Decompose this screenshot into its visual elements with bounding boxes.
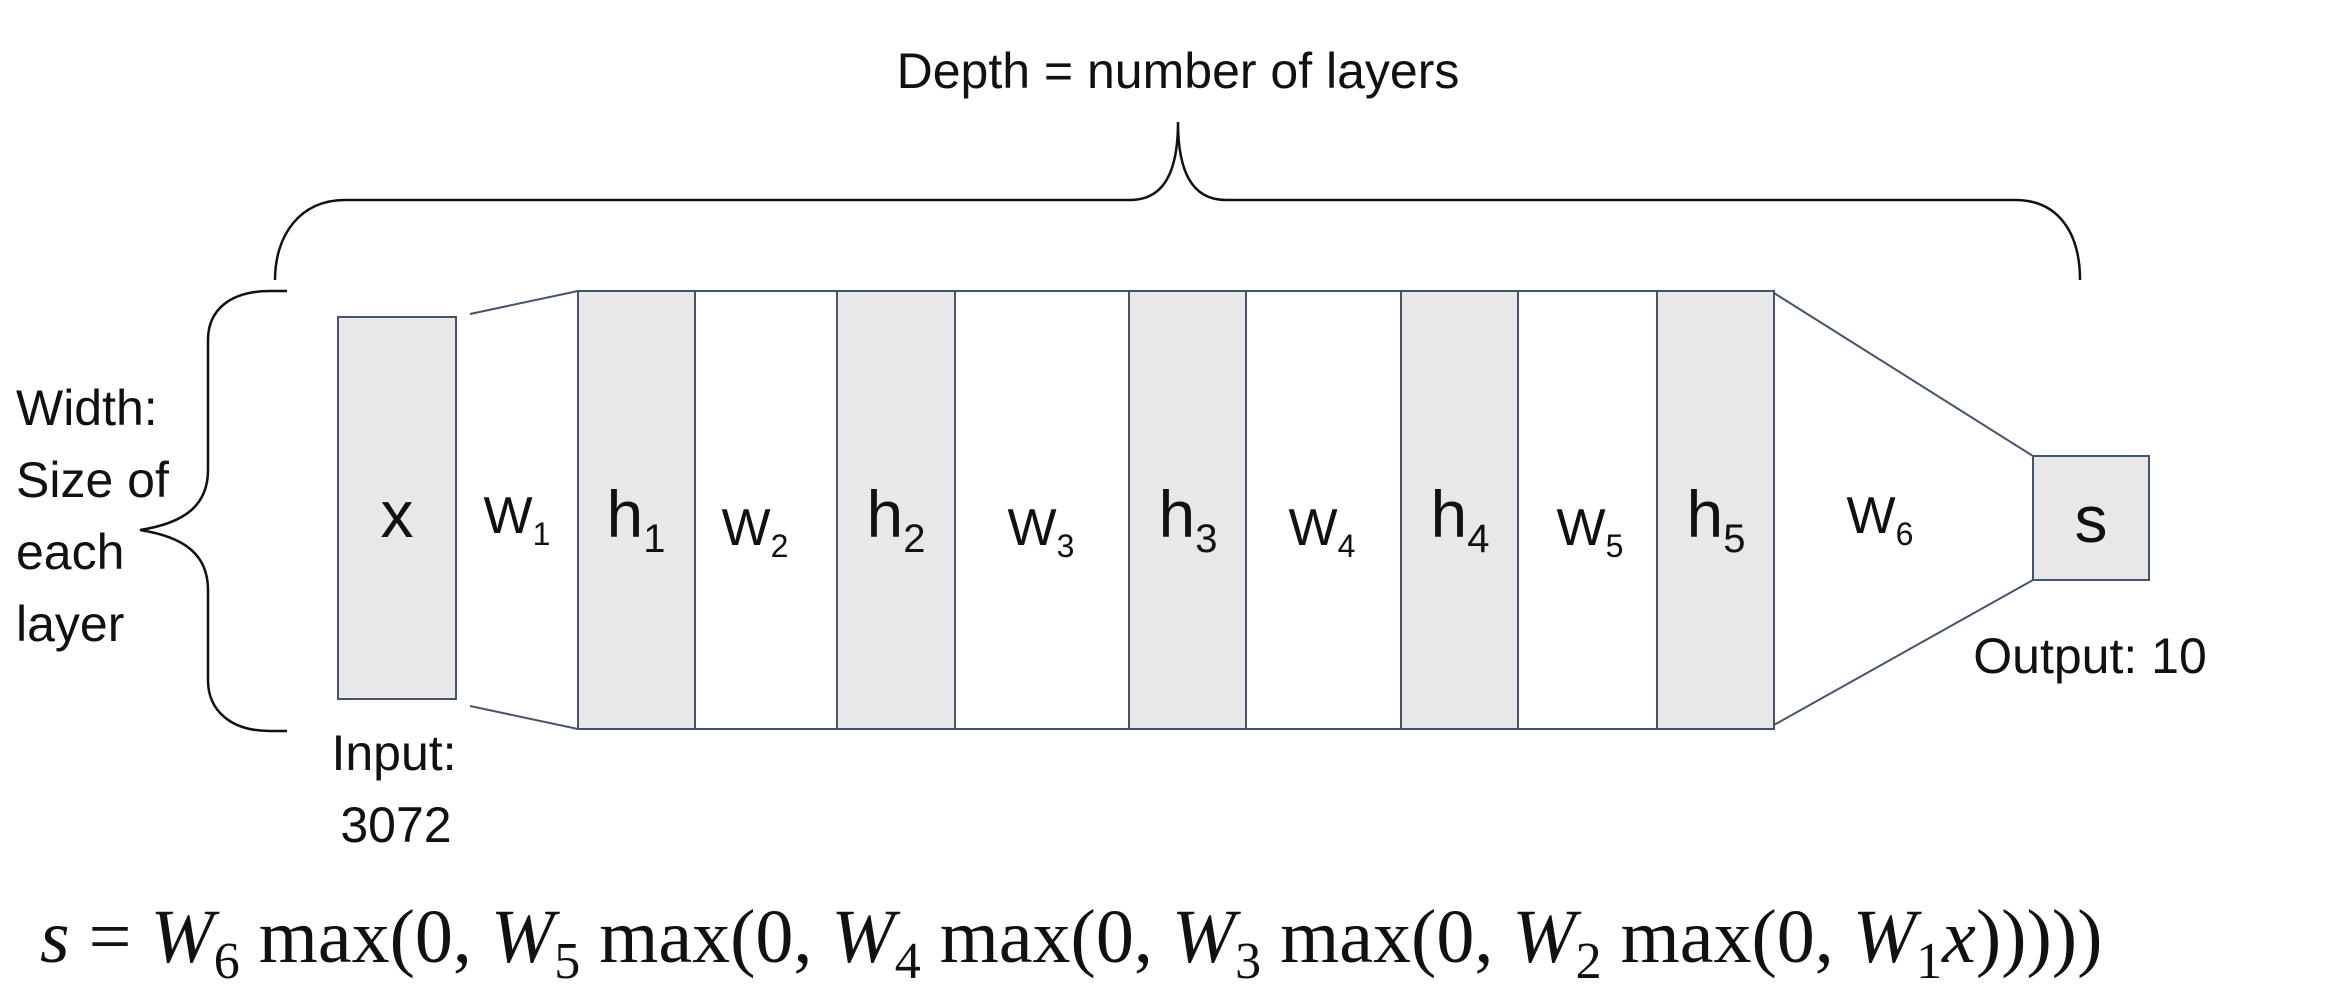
weight-label-w3: W3 [1008, 499, 1075, 564]
formula-token: 6 [214, 933, 240, 990]
node-label-h1: h1 [607, 477, 666, 561]
node-label-x: x [381, 477, 414, 551]
formula-token: 1 [1916, 933, 1942, 990]
weight-label-w1: W1 [484, 487, 551, 552]
weight-label-w4: W4 [1289, 499, 1356, 564]
depth-label: Depth = number of layers [897, 43, 1460, 99]
node-label-h3: h3 [1159, 477, 1218, 561]
layer-box-h4 [1400, 290, 1519, 730]
node-label-s: s [2075, 482, 2108, 556]
formula-token: W [491, 895, 561, 979]
width-label-line-1: Width: [16, 380, 158, 436]
depth-brace [273, 121, 2082, 281]
formula-token: = [70, 895, 151, 979]
layer-box-gap-2 [1245, 290, 1402, 730]
formula-token: 2 [1576, 933, 1602, 990]
width-brace [139, 289, 287, 733]
edge-x-h1-bottom [469, 705, 579, 730]
formula-token: 5 [554, 933, 580, 990]
weight-label-w2: W2 [722, 499, 789, 564]
node-label-h2: h2 [867, 477, 926, 561]
layer-box-gap-3 [1517, 290, 1658, 730]
formula-token: s [40, 895, 70, 979]
formula-token: W [1853, 895, 1923, 979]
formula-token: W [1512, 895, 1582, 979]
width-label-line-3: each [16, 524, 124, 580]
edge-h5-s-bottom [1773, 579, 2034, 726]
formula-token: max(0, [1602, 895, 1853, 979]
node-label-h4: h4 [1431, 477, 1490, 561]
output-label: Output: 10 [1973, 628, 2207, 684]
layer-box-h5 [1656, 290, 1775, 730]
formula-token: W [150, 895, 220, 979]
node-label-h5: h5 [1687, 477, 1746, 561]
edge-x-h1-top [469, 290, 579, 315]
formula-token: ))))) [1976, 895, 2103, 979]
formula-token: 3 [1235, 933, 1261, 990]
layer-box-h3 [1128, 290, 1247, 730]
weight-label-w5: W5 [1557, 499, 1624, 564]
layer-box-h1 [577, 290, 696, 730]
formula-token: max(0, [580, 895, 831, 979]
formula-token: x [1941, 895, 1976, 979]
network-formula: s = W6 max(0, W5 max(0, W4 max(0, W3 max… [40, 895, 2102, 990]
width-label-line-2: Size of [16, 452, 169, 508]
layer-box-h2 [836, 290, 956, 730]
formula-token: max(0, [240, 895, 491, 979]
layer-box-gap-1 [694, 290, 838, 730]
formula-token: 4 [895, 933, 921, 990]
input-label-line-2: 3072 [340, 797, 451, 853]
weight-label-w6: W6 [1847, 487, 1914, 552]
formula-token: W [1172, 895, 1242, 979]
formula-token: max(0, [1261, 895, 1512, 979]
edge-h5-s-top [1773, 292, 2034, 457]
input-label-line-1: Input: [331, 725, 456, 781]
layer-box-s [2032, 455, 2150, 581]
width-label-line-4: layer [16, 596, 124, 652]
formula-token: max(0, [921, 895, 1172, 979]
layer-box-x [337, 316, 457, 700]
formula-token: W [831, 895, 901, 979]
